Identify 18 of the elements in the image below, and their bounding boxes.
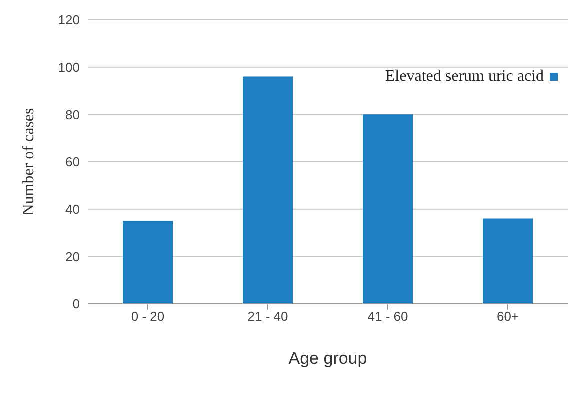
y-tick-label: 20 [66,249,80,264]
bar [123,221,173,304]
y-tick-label: 100 [58,60,80,75]
y-tick-label: 40 [66,202,80,217]
y-tick-label: 120 [58,12,80,28]
bar [363,114,413,304]
bar [483,218,533,304]
y-axis-title: Number of cases [20,108,38,216]
y-tick-label: 80 [66,107,80,122]
x-tick-label: 21 - 40 [248,309,288,324]
x-tick-label: 0 - 20 [131,309,165,324]
y-tick-label: 60 [66,154,80,170]
y-tick-label: 0 [72,296,80,312]
x-tick-label: 60+ [496,309,520,324]
legend-label: Elevated serum uric acid [385,68,544,86]
x-axis-title: Age group [288,349,368,368]
bar [243,76,293,304]
x-tick-label: 41 - 60 [368,309,408,324]
